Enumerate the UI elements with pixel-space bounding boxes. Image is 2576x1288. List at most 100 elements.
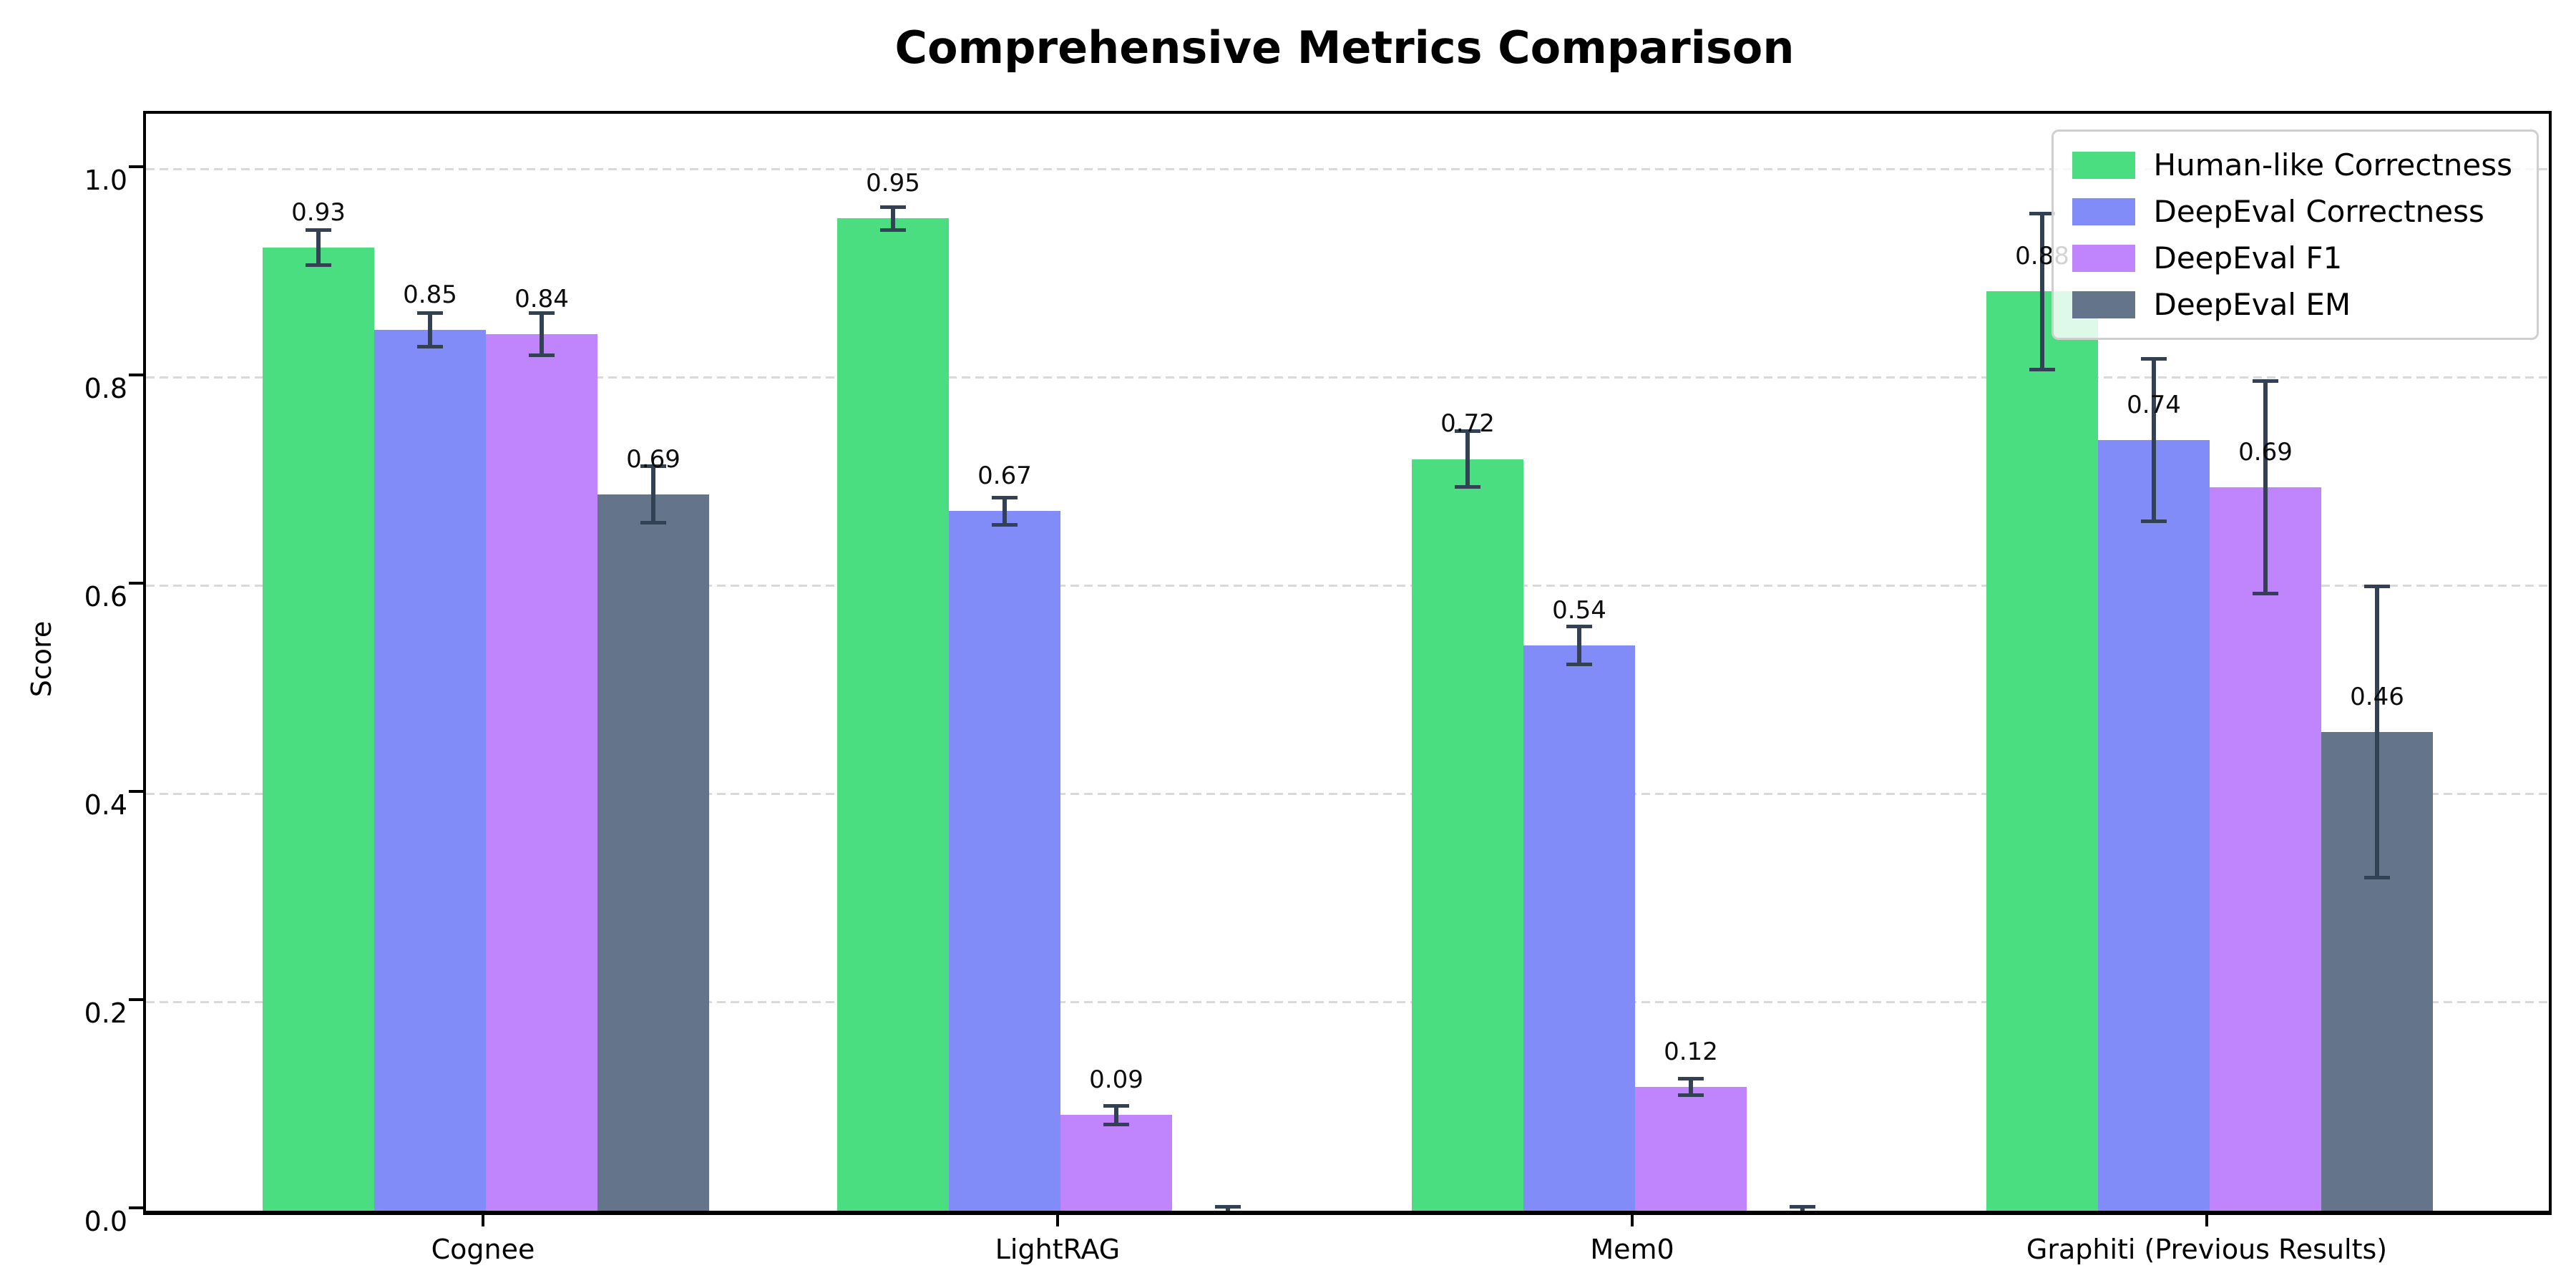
- error-bar: [1002, 497, 1007, 525]
- legend-item: DeepEval F1: [2072, 240, 2513, 275]
- bar-value-label: 0.46: [2350, 682, 2404, 711]
- error-bar: [2375, 586, 2379, 878]
- bar-deepeval-f1-mem0: [1635, 1086, 1747, 1211]
- error-bar-cap: [529, 311, 555, 316]
- bar-human-like-correctness-lightrag: [837, 218, 949, 1211]
- bar-value-label: 0.84: [514, 284, 569, 313]
- bar-value-label: 0.85: [403, 280, 457, 309]
- error-bar-cap: [2253, 591, 2278, 595]
- x-tick-label-lightrag: LightRAG: [995, 1234, 1121, 1265]
- error-bar-cap: [2029, 367, 2055, 371]
- gridline-0.8: [146, 376, 2549, 379]
- x-tick-label-cognee: Cognee: [431, 1234, 535, 1265]
- bar-value-label: 0.72: [1440, 409, 1495, 439]
- error-bar-cap: [2141, 519, 2167, 524]
- error-bar-cap: [992, 522, 1018, 527]
- error-bar-cap: [2253, 379, 2278, 383]
- error-bar: [1800, 1206, 1805, 1211]
- bar-human-like-correctness-cognee: [263, 248, 374, 1211]
- y-axis-label: Score: [26, 620, 57, 698]
- bar-value-label: 0.95: [866, 169, 920, 198]
- gridline-1.0: [146, 168, 2549, 170]
- y-tick-label-0.0: 0.0: [84, 1206, 127, 1237]
- bar-value-label: 0.09: [1089, 1065, 1143, 1095]
- bar-value-label: 0.54: [1552, 595, 1606, 625]
- error-bar-cap: [1103, 1122, 1129, 1126]
- bar-deepeval-f1-lightrag: [1060, 1115, 1172, 1211]
- legend-label: DeepEval EM: [2153, 287, 2351, 322]
- legend-label: DeepEval Correctness: [2153, 194, 2484, 229]
- bar-deepeval-em-cognee: [597, 494, 709, 1211]
- error-bar-cap: [1790, 1204, 1815, 1209]
- bar-human-like-correctness-graphiti-previous-results-: [1986, 291, 2098, 1211]
- error-bar-cap: [1790, 1213, 1815, 1215]
- error-bar-cap: [1455, 429, 1480, 433]
- legend-swatch: [2072, 197, 2135, 225]
- legend-item: DeepEval EM: [2072, 287, 2513, 322]
- legend-swatch: [2072, 291, 2135, 318]
- x-tick-mark: [1631, 1212, 1634, 1226]
- bar-value-label: 0.12: [1664, 1037, 1718, 1066]
- error-bar-cap: [880, 205, 906, 209]
- error-bar-cap: [417, 311, 443, 316]
- error-bar-cap: [417, 344, 443, 348]
- bar-deepeval-f1-cognee: [486, 333, 597, 1211]
- error-bar: [1577, 626, 1581, 665]
- legend-item: Human-like Correctness: [2072, 147, 2512, 182]
- y-tick-label-0.4: 0.4: [84, 789, 127, 821]
- y-tick-mark: [129, 998, 143, 1001]
- legend-swatch: [2072, 244, 2135, 272]
- x-tick-mark: [482, 1212, 484, 1226]
- y-tick-mark: [129, 790, 143, 793]
- legend-label: DeepEval F1: [2153, 240, 2343, 275]
- error-bar-cap: [880, 228, 906, 232]
- error-bar: [2152, 358, 2156, 522]
- error-bar-cap: [2364, 584, 2390, 588]
- error-bar-cap: [2029, 211, 2055, 215]
- error-bar-cap: [640, 464, 666, 469]
- bar-deepeval-f1-graphiti-previous-results-: [2210, 487, 2321, 1211]
- error-bar-cap: [992, 495, 1018, 499]
- gridline-0.4: [146, 793, 2549, 795]
- error-bar-cap: [1455, 485, 1480, 489]
- error-bar-cap: [2141, 357, 2167, 361]
- bar-value-label: 0.69: [626, 444, 680, 474]
- bar-deepeval-correctness-cognee: [374, 330, 486, 1211]
- error-bar: [1689, 1078, 1693, 1096]
- error-bar: [2263, 381, 2268, 594]
- bar-value-label: 0.69: [2238, 437, 2293, 467]
- error-bar: [428, 313, 432, 347]
- error-bar-cap: [640, 520, 666, 525]
- bar-value-label: 0.74: [2127, 391, 2181, 420]
- error-bar-cap: [1678, 1076, 1704, 1080]
- x-tick-mark: [1056, 1212, 1059, 1226]
- y-tick-label-1.0: 1.0: [84, 165, 127, 196]
- gridline-0.6: [146, 585, 2549, 587]
- chart-title: Comprehensive Metrics Comparison: [894, 21, 1795, 74]
- error-bar: [651, 466, 655, 523]
- error-bar: [1114, 1106, 1118, 1125]
- bar-value-label: 0.67: [977, 462, 1032, 491]
- error-bar-cap: [1566, 662, 1592, 666]
- error-bar: [316, 230, 321, 265]
- bar-value-label: 0.93: [291, 198, 346, 228]
- y-tick-mark: [129, 1206, 143, 1209]
- gridline-0.2: [146, 1001, 2549, 1003]
- x-tick-mark: [2205, 1212, 2208, 1226]
- error-bar-cap: [2364, 875, 2390, 879]
- error-bar-cap: [1215, 1213, 1241, 1215]
- error-bar: [1226, 1206, 1230, 1211]
- y-tick-label-0.6: 0.6: [84, 581, 127, 613]
- y-tick-mark: [129, 582, 143, 585]
- bar-deepeval-correctness-graphiti-previous-results-: [2098, 440, 2210, 1211]
- y-tick-mark: [129, 374, 143, 376]
- y-tick-label-0.8: 0.8: [84, 373, 127, 404]
- error-bar-cap: [1215, 1204, 1241, 1209]
- legend-item: DeepEval Correctness: [2072, 194, 2513, 229]
- error-bar-cap: [306, 228, 331, 232]
- error-bar-cap: [529, 353, 555, 357]
- error-bar-cap: [1103, 1103, 1129, 1108]
- bar-deepeval-correctness-lightrag: [949, 511, 1060, 1211]
- legend: Human-like Correctness DeepEval Correctne…: [2051, 130, 2539, 340]
